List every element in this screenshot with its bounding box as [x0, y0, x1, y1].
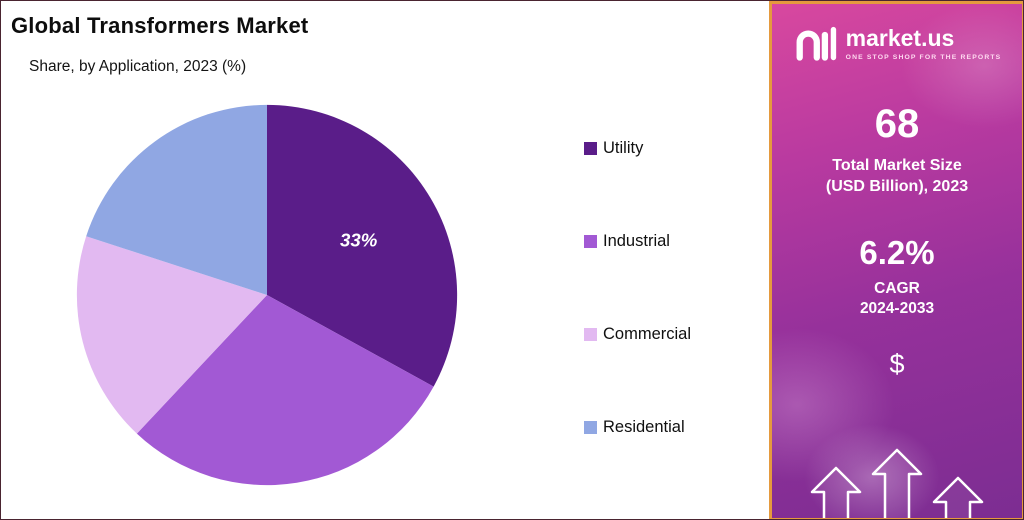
cagr-label-line1: CAGR — [874, 279, 920, 297]
pie-value-label: 33% — [340, 230, 378, 251]
growth-arrows-icon — [810, 448, 984, 518]
chart-subtitle: Share, by Application, 2023 (%) — [29, 58, 247, 75]
brand: market.us ONE STOP SHOP FOR THE REPORTS — [793, 26, 1002, 62]
legend-swatch-residential — [584, 421, 597, 434]
pie-slice-utility — [267, 104, 458, 387]
legend-swatch-utility — [584, 142, 597, 155]
legend-label: Residential — [603, 418, 685, 436]
chart-area: Global Transformers Market Share, by App… — [1, 1, 769, 519]
cagr-label: CAGR 2024-2033 — [860, 279, 934, 319]
legend-label: Utility — [603, 139, 644, 157]
legend-item-residential: Residential — [584, 418, 691, 437]
pie-slice-commercial — [76, 236, 267, 434]
pie-slice-industrial — [136, 295, 434, 486]
pie-chart: 33% — [71, 99, 463, 491]
brand-tagline: ONE STOP SHOP FOR THE REPORTS — [845, 54, 1002, 61]
brand-text: market.us ONE STOP SHOP FOR THE REPORTS — [845, 25, 1002, 62]
legend-label: Industrial — [603, 232, 670, 250]
marketus-logo-icon — [796, 26, 836, 61]
legend-item-commercial: Commercial — [584, 325, 691, 344]
legend-label: Commercial — [603, 325, 692, 343]
promo-panel: market.us ONE STOP SHOP FOR THE REPORTS … — [769, 1, 1023, 519]
chart-title: Global Transformers Market — [11, 13, 309, 38]
dollar-sign: $ — [889, 348, 905, 379]
chart-legend: Utility Industrial Commercial Residential — [584, 139, 691, 437]
market-size-label-line1: Total Market Size — [832, 157, 962, 174]
cagr-value: 6.2% — [859, 233, 935, 271]
market-size-value: 68 — [874, 102, 920, 146]
cagr-label-line2: 2024-2033 — [859, 299, 935, 317]
legend-swatch-commercial — [584, 328, 597, 341]
legend-swatch-industrial — [584, 235, 597, 248]
legend-item-utility: Utility — [584, 139, 691, 158]
brand-name: market.us — [845, 25, 955, 51]
pie-slice-residential — [86, 104, 267, 295]
market-size-label-line2: (USD Billion), 2023 — [825, 177, 969, 195]
market-size-label: Total Market Size (USD Billion), 2023 — [826, 156, 968, 198]
pie-chart-svg: 33% — [76, 104, 458, 486]
legend-item-industrial: Industrial — [584, 232, 691, 251]
